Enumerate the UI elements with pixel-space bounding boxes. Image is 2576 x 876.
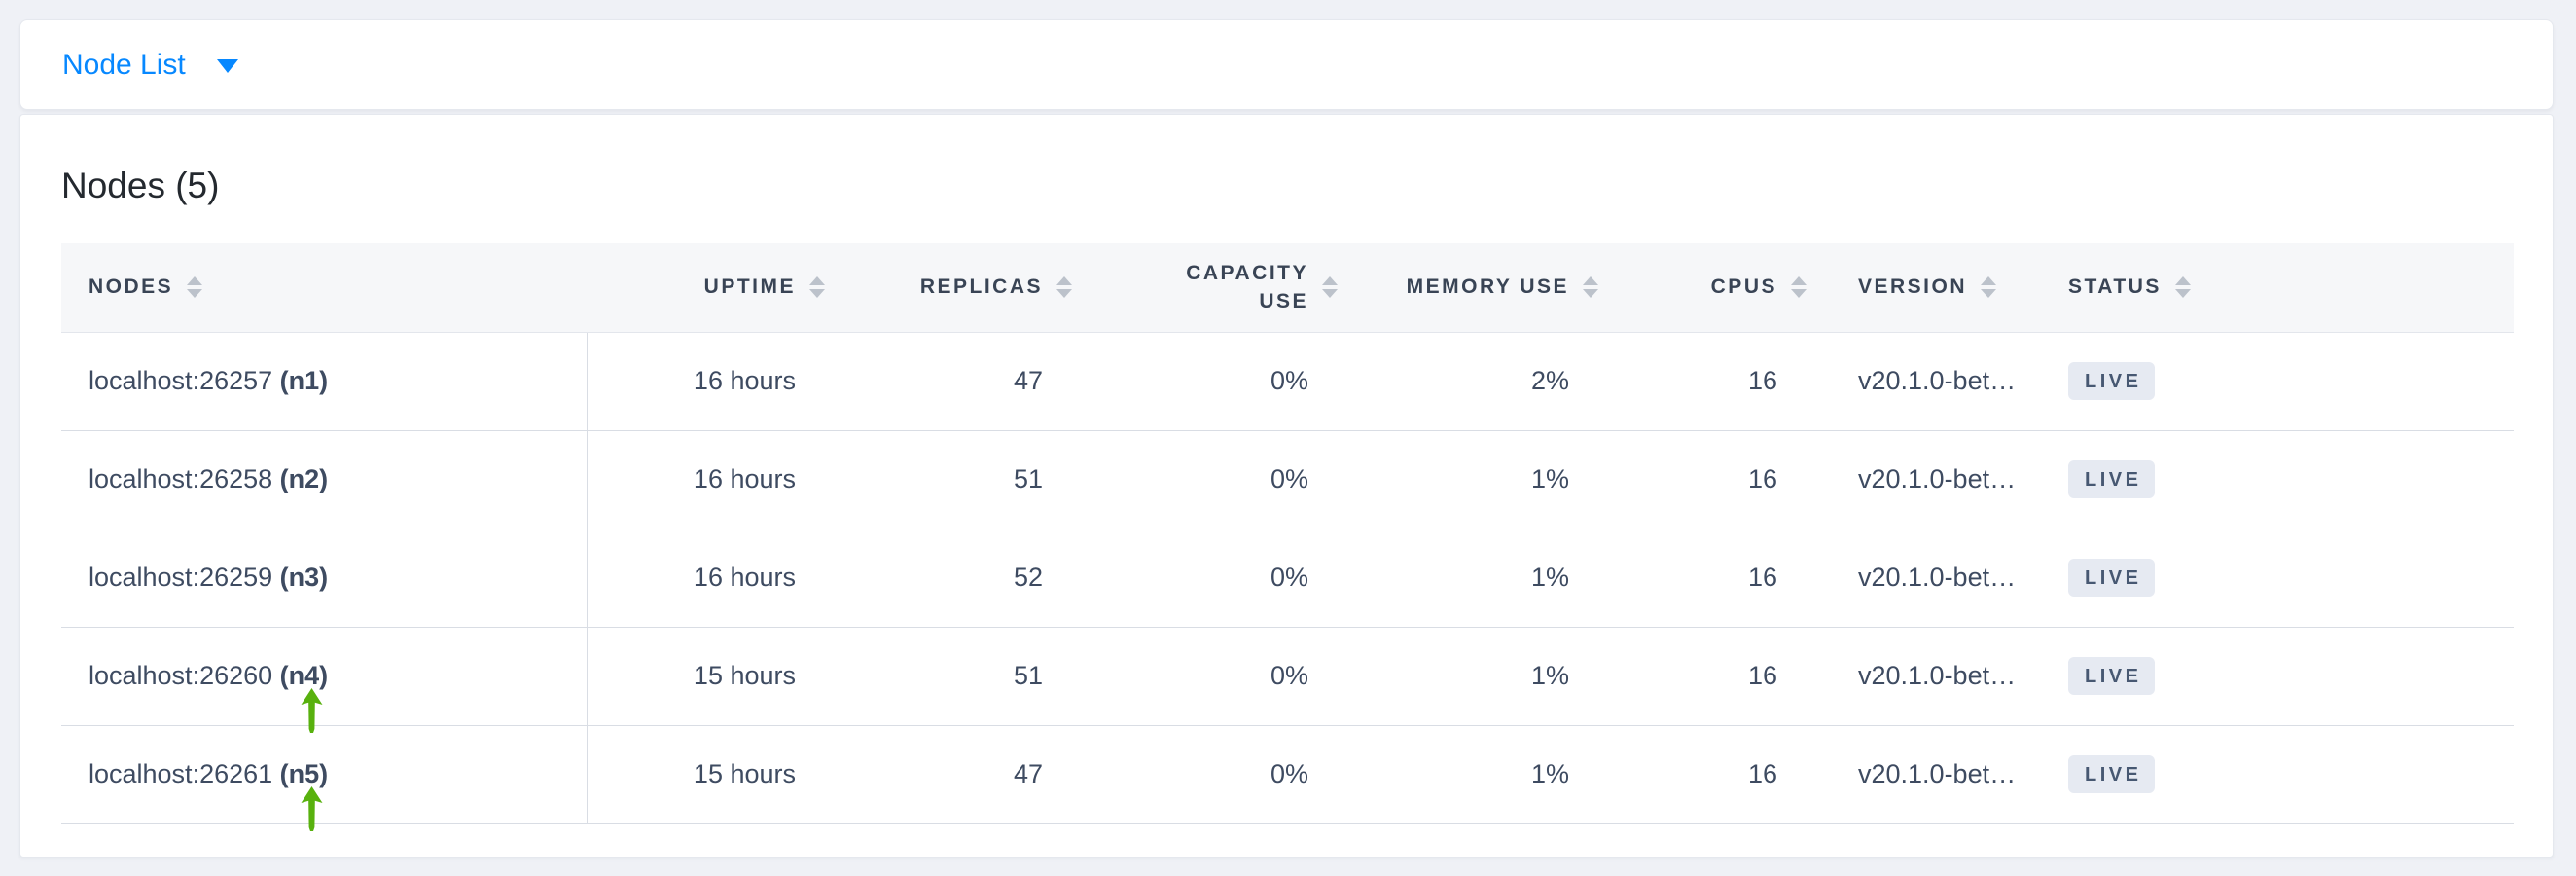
cell-uptime: 15 hours xyxy=(587,725,833,824)
sort-arrows-icon[interactable] xyxy=(1056,276,1072,299)
cell-status: LIVE xyxy=(2044,627,2514,726)
cell-memory-use: 1% xyxy=(1345,725,1606,824)
sort-arrows-icon[interactable] xyxy=(2174,276,2191,299)
node-id: (n2) xyxy=(279,464,329,494)
cell-memory-use: 2% xyxy=(1345,332,1606,431)
cell-status: LIVE xyxy=(2044,529,2514,628)
column-header-uptime[interactable]: UPTIME xyxy=(587,242,833,333)
cell-node-name: localhost:26261 (n5) xyxy=(61,725,588,831)
column-header-capacity-use[interactable]: CAPACITY USE xyxy=(1080,242,1345,333)
cell-replicas: 52 xyxy=(833,529,1080,628)
sort-arrows-icon[interactable] xyxy=(1322,275,1338,298)
column-label: CAPACITY USE xyxy=(1186,261,1308,313)
node-id: (n1) xyxy=(279,366,329,396)
node-address: localhost:26257 xyxy=(89,366,273,396)
sort-arrows-icon[interactable] xyxy=(1583,276,1598,299)
cell-cpus: 16 xyxy=(1606,430,1814,529)
cell-cpus: 16 xyxy=(1606,725,1814,824)
nodes-card: Nodes (5) NODES UPTIME xyxy=(19,114,2554,858)
cell-uptime: 15 hours xyxy=(587,627,833,726)
cell-cpus: 16 xyxy=(1606,332,1814,431)
page-title: Nodes (5) xyxy=(61,165,220,205)
column-header-replicas[interactable]: REPLICAS xyxy=(833,242,1080,333)
node-list-dropdown[interactable]: Node List xyxy=(62,48,238,81)
cell-uptime: 16 hours xyxy=(587,529,833,628)
cell-capacity-use: 0% xyxy=(1080,529,1345,628)
cell-memory-use: 1% xyxy=(1345,430,1606,529)
sort-arrows-icon[interactable] xyxy=(187,276,203,299)
column-header-nodes[interactable]: NODES xyxy=(61,242,587,333)
table-header-row: NODES UPTIME REPLICAS xyxy=(61,242,2514,333)
column-header-version[interactable]: VERSION xyxy=(1814,242,2044,333)
status-badge: LIVE xyxy=(2068,362,2156,401)
table-row: localhost:26259 (n3) 16 hours 52 0% 1% 1… xyxy=(61,529,2514,628)
cell-version: v20.1.0-bet… xyxy=(1814,529,2044,628)
node-address: localhost:26259 xyxy=(89,563,273,593)
cell-replicas: 47 xyxy=(833,725,1080,824)
cell-version: v20.1.0-bet… xyxy=(1814,725,2044,824)
cell-version: v20.1.0-bet… xyxy=(1814,332,2044,431)
column-label: MEMORY USE xyxy=(1406,275,1569,299)
column-label: UPTIME xyxy=(703,275,796,299)
status-badge: LIVE xyxy=(2068,755,2156,794)
column-label: REPLICAS xyxy=(919,275,1043,299)
green-up-arrow-icon xyxy=(301,687,323,733)
column-label: VERSION xyxy=(1858,275,1968,299)
node-id: (n4) xyxy=(279,661,329,691)
cell-memory-use: 1% xyxy=(1345,627,1606,726)
cell-capacity-use: 0% xyxy=(1080,332,1345,431)
node-list-dropdown-label: Node List xyxy=(62,48,186,81)
cell-node-name: localhost:26257 (n1) xyxy=(61,332,588,431)
status-badge: LIVE xyxy=(2068,460,2156,499)
sort-arrows-icon[interactable] xyxy=(1981,276,1997,299)
cell-replicas: 51 xyxy=(833,627,1080,726)
nodes-table: NODES UPTIME REPLICAS xyxy=(61,242,2514,831)
table-row: localhost:26260 (n4) 15 hours 51 0% 1% 1… xyxy=(61,627,2514,733)
node-address: localhost:26260 xyxy=(89,661,273,691)
view-selector-bar: Node List xyxy=(19,19,2554,110)
sort-arrows-icon[interactable] xyxy=(809,276,825,299)
cell-capacity-use: 0% xyxy=(1080,725,1345,824)
node-address: localhost:26258 xyxy=(89,464,273,494)
cell-status: LIVE xyxy=(2044,430,2514,529)
cell-replicas: 51 xyxy=(833,430,1080,529)
table-row: localhost:26258 (n2) 16 hours 51 0% 1% 1… xyxy=(61,430,2514,529)
cell-status: LIVE xyxy=(2044,725,2514,824)
cell-cpus: 16 xyxy=(1606,529,1814,628)
status-badge: LIVE xyxy=(2068,657,2156,696)
cell-version: v20.1.0-bet… xyxy=(1814,430,2044,529)
node-id: (n5) xyxy=(279,759,329,789)
column-header-cpus[interactable]: CPUS xyxy=(1606,242,1814,333)
column-label: STATUS xyxy=(2068,275,2162,299)
cell-uptime: 16 hours xyxy=(587,430,833,529)
column-label: NODES xyxy=(89,275,174,299)
status-badge: LIVE xyxy=(2068,559,2156,598)
cell-status: LIVE xyxy=(2044,332,2514,431)
cell-node-name: localhost:26260 (n4) xyxy=(61,627,588,733)
cell-node-name: localhost:26258 (n2) xyxy=(61,430,588,529)
table-row: localhost:26261 (n5) 15 hours 47 0% 1% 1… xyxy=(61,725,2514,831)
node-id: (n3) xyxy=(279,563,329,593)
cell-version: v20.1.0-bet… xyxy=(1814,627,2044,726)
cell-cpus: 16 xyxy=(1606,627,1814,726)
column-label: CPUS xyxy=(1710,275,1777,299)
chevron-down-icon xyxy=(216,59,238,73)
node-address: localhost:26261 xyxy=(89,759,273,789)
cell-capacity-use: 0% xyxy=(1080,627,1345,726)
green-up-arrow-icon xyxy=(301,785,323,831)
cell-uptime: 16 hours xyxy=(587,332,833,431)
column-header-status[interactable]: STATUS xyxy=(2044,242,2514,333)
sort-arrows-icon[interactable] xyxy=(1791,276,1807,299)
table-row: localhost:26257 (n1) 16 hours 47 0% 2% 1… xyxy=(61,332,2514,431)
column-header-memory-use[interactable]: MEMORY USE xyxy=(1345,242,1606,333)
cell-capacity-use: 0% xyxy=(1080,430,1345,529)
cell-node-name: localhost:26259 (n3) xyxy=(61,529,588,628)
cell-replicas: 47 xyxy=(833,332,1080,431)
cell-memory-use: 1% xyxy=(1345,529,1606,628)
